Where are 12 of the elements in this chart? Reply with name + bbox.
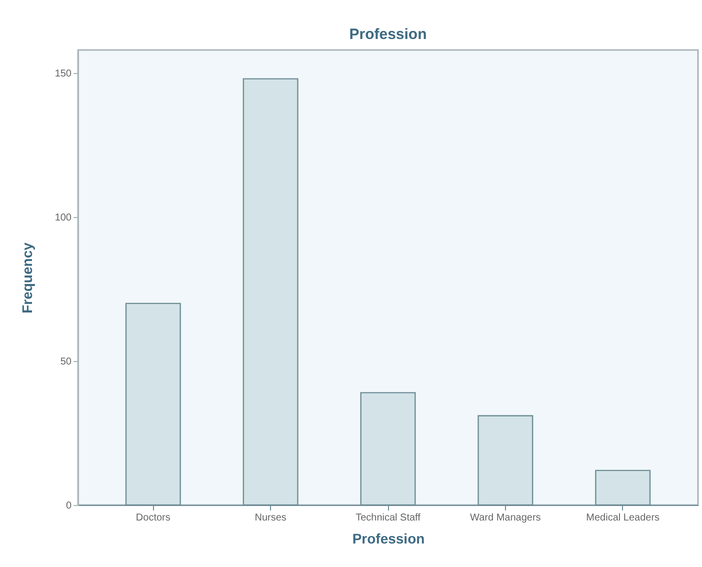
x-tick-label: Ward Managers xyxy=(470,512,541,524)
y-axis-title: Frequency xyxy=(18,242,35,314)
x-tick-label: Doctors xyxy=(136,512,170,524)
chart-title: Profession xyxy=(349,26,427,43)
y-tick-label: 100 xyxy=(54,212,72,224)
x-tick-label: Medical Leaders xyxy=(586,512,660,524)
y-tick-label: 0 xyxy=(66,500,72,512)
x-tick-label: Technical Staff xyxy=(356,512,421,524)
y-tick-label: 50 xyxy=(60,356,72,368)
x-axis-title: Profession xyxy=(352,530,425,546)
y-tick-label: 150 xyxy=(54,68,72,80)
x-tick-label: Nurses xyxy=(254,512,286,524)
